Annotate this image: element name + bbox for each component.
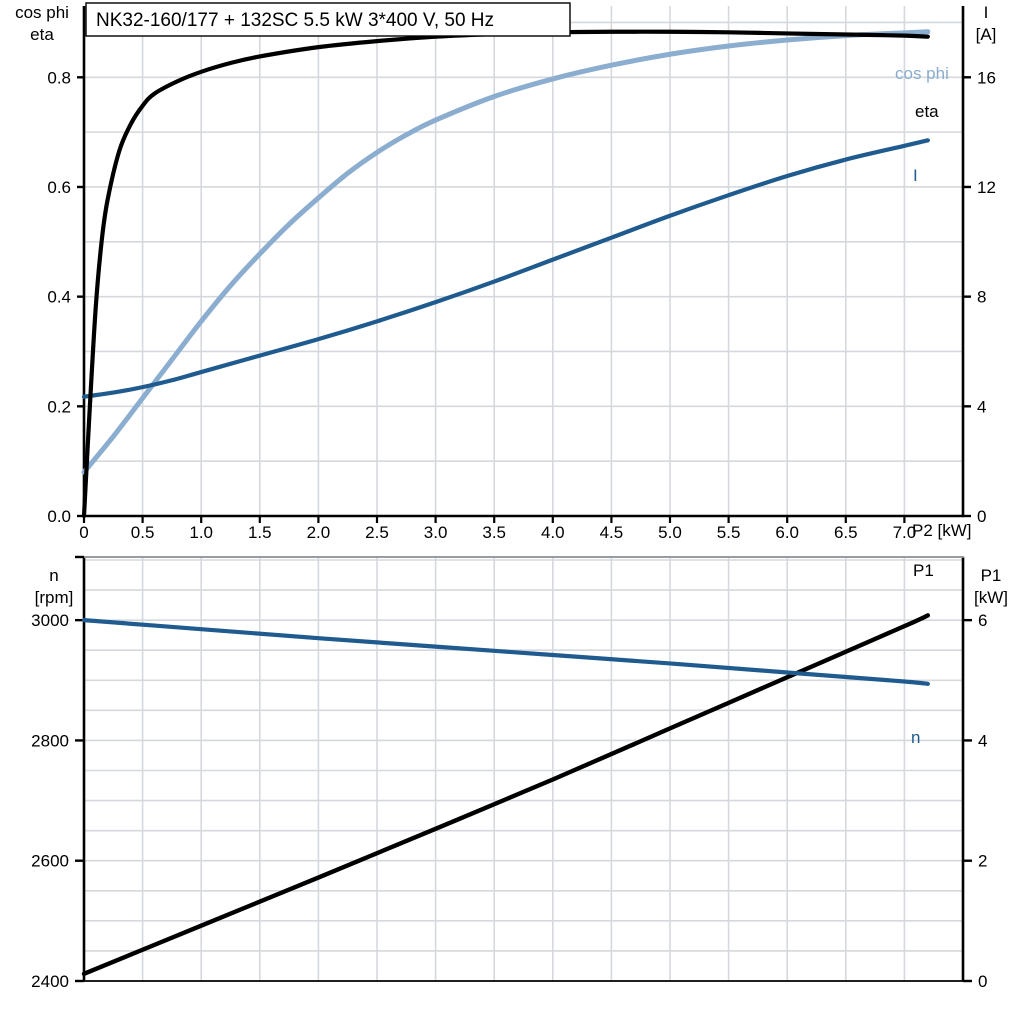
bottom-left-axis-title-line2: [rpm] <box>35 588 74 607</box>
top-right-tick-label: 8 <box>977 288 986 307</box>
cos-phi-curve <box>81 29 931 475</box>
top-chart-curves <box>81 29 931 519</box>
chart-title-box: NK32-160/177 + 132SC 5.5 kW 3*400 V, 50 … <box>85 2 571 37</box>
top-left-axis-title-line2: eta <box>30 25 54 44</box>
bottom-right-tick-label: 4 <box>978 731 987 750</box>
bottom-left-tick-label: 2600 <box>31 852 69 871</box>
bottom-chart-curves <box>81 613 931 976</box>
eta-curve-label: eta <box>915 102 939 121</box>
chart-title-text: NK32-160/177 + 132SC 5.5 kW 3*400 V, 50 … <box>96 10 494 31</box>
bottom-chart-tick-labels: 2400 2600 2800 3000 0 2 4 6 <box>31 611 987 991</box>
top-left-tick-label: 0.2 <box>47 397 71 416</box>
bottom-left-tick-label: 3000 <box>31 611 69 630</box>
top-right-tick-label: 16 <box>977 68 996 87</box>
power-in-curve <box>81 613 931 976</box>
top-chart-tick-labels: 0.0 0.2 0.4 0.6 0.8 0 4 8 12 16 0 0.5 1.0 1.5 2.0 2.5 3.… <box>47 68 996 542</box>
top-x-tick-label: 3.0 <box>424 523 448 542</box>
top-x-tick-label: 0 <box>79 523 88 542</box>
bottom-left-tick-label: 2800 <box>31 731 69 750</box>
current-curve <box>81 138 930 399</box>
top-x-tick-label: 7.0 <box>893 523 917 542</box>
bottom-right-tick-label: 6 <box>978 611 987 630</box>
top-x-tick-label: 1.0 <box>189 523 213 542</box>
bottom-left-axis-title-line1: n <box>49 566 58 585</box>
top-right-axis-title-line1: I <box>984 3 989 22</box>
top-left-tick-label: 0.0 <box>47 507 71 526</box>
top-chart: 0.0 0.2 0.4 0.6 0.8 0 4 8 12 16 0 0.5 1.0 1.5 2.0 2.5 3.… <box>15 2 997 542</box>
top-chart-axes <box>77 6 971 523</box>
cos-phi-curve-label: cos phi <box>895 64 949 83</box>
bottom-right-tick-label: 2 <box>978 852 987 871</box>
top-x-tick-label: 4.0 <box>541 523 565 542</box>
top-x-tick-label: 5.5 <box>717 523 741 542</box>
power-in-curve-label: P1 <box>913 561 934 580</box>
top-right-tick-label: 12 <box>977 178 996 197</box>
top-left-tick-label: 0.8 <box>47 68 71 87</box>
bottom-left-tick-label: 2400 <box>31 972 69 991</box>
bottom-right-axis-title-line2: [kW] <box>974 588 1008 607</box>
top-x-tick-label: 2.0 <box>307 523 331 542</box>
top-right-axis-title-line2: [A] <box>976 25 997 44</box>
top-left-tick-label: 0.4 <box>47 288 71 307</box>
eta-curve <box>81 29 930 519</box>
top-x-tick-label: 3.5 <box>482 523 506 542</box>
top-x-tick-label: 2.5 <box>365 523 389 542</box>
top-x-axis-label: P2 [kW] <box>912 521 972 540</box>
top-x-tick-label: 1.5 <box>248 523 272 542</box>
top-x-tick-label: 0.5 <box>131 523 155 542</box>
bottom-right-tick-label: 0 <box>978 972 987 991</box>
top-x-tick-label: 6.0 <box>775 523 799 542</box>
top-left-tick-label: 0.6 <box>47 178 71 197</box>
top-x-tick-label: 5.0 <box>658 523 682 542</box>
top-x-tick-label: 6.5 <box>834 523 858 542</box>
speed-curve <box>81 618 930 686</box>
top-chart-gridlines <box>84 6 963 516</box>
top-right-tick-label: 0 <box>977 507 986 526</box>
bottom-right-axis-title-line1: P1 <box>981 566 1002 585</box>
current-curve-label: I <box>913 166 918 185</box>
top-left-axis-title-line1: cos phi <box>15 3 69 22</box>
top-right-tick-label: 4 <box>977 397 986 416</box>
top-x-tick-label: 4.5 <box>600 523 624 542</box>
speed-curve-label: n <box>911 728 920 747</box>
bottom-chart-gridlines <box>84 557 963 981</box>
